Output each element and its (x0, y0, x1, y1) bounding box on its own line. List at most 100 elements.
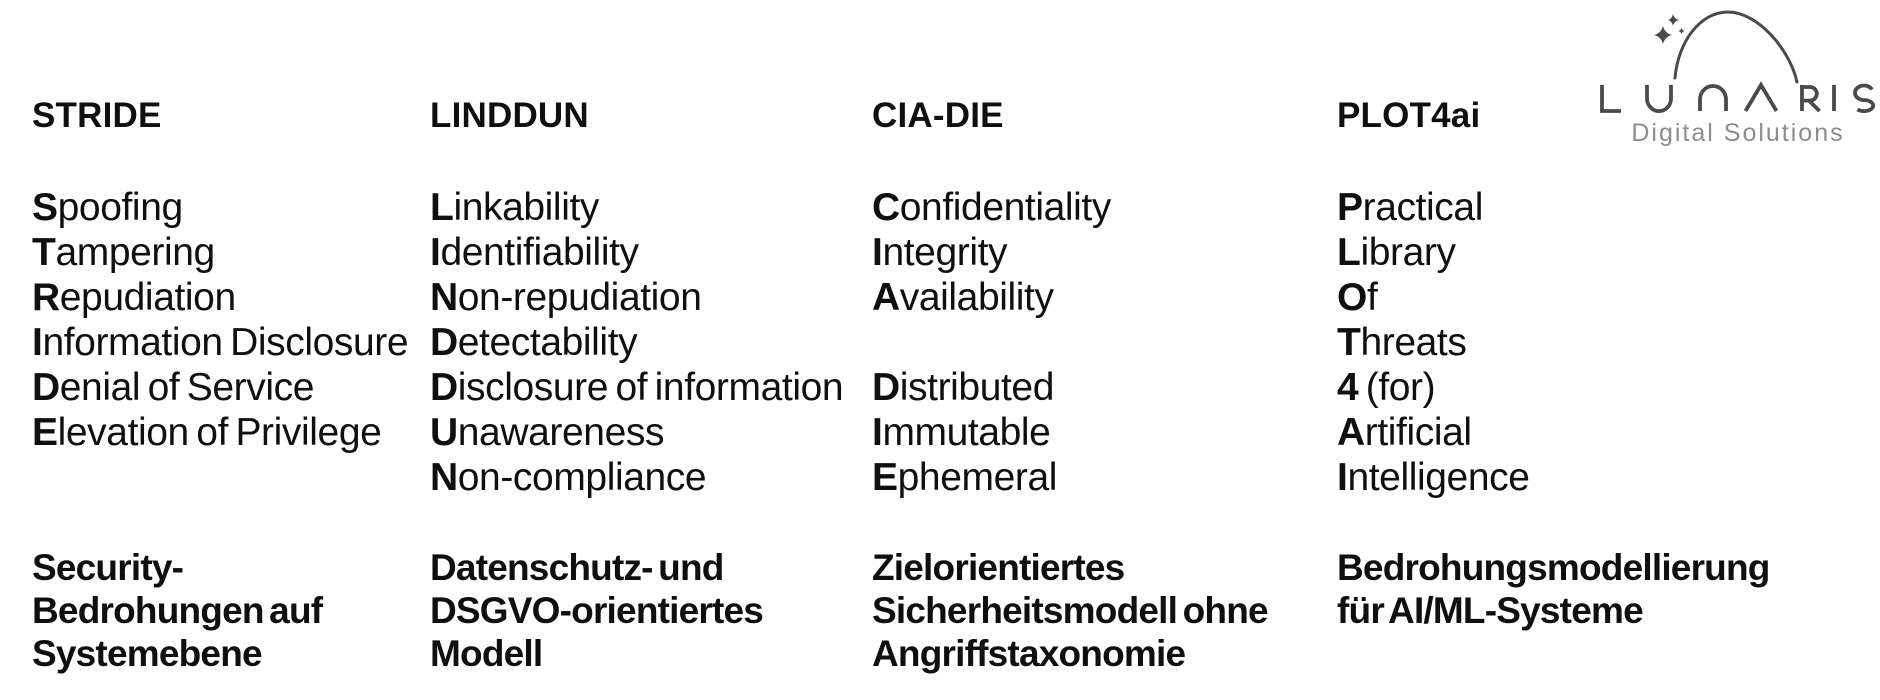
lunaris-logo-graphic (1600, 10, 1876, 113)
acronym-item: Tampering (32, 230, 408, 275)
acronym-letter: L (430, 186, 454, 229)
acronym-item: Library (1337, 230, 1530, 275)
description-line: Systemebene (32, 633, 263, 674)
acronym-letter: N (430, 456, 458, 499)
acronym-item: Non-repudiation (430, 275, 843, 320)
acronym-letter: R (32, 276, 60, 319)
acronym-letter: A (1337, 411, 1365, 454)
letter-n-arch (1698, 84, 1728, 111)
acronym-item: Linkability (430, 185, 843, 230)
column-cia-die: CIA-DIE Confidentiality Integrity Availa… (872, 0, 1332, 700)
description-line: Datenschutz- und (430, 547, 724, 588)
description-line: DSGVO-orientiertes (430, 590, 764, 631)
column-plot4ai: PLOT4ai Practical Library Of Threats 4 (… (1337, 0, 1877, 700)
sparkle-icon-tiny (1678, 27, 1685, 35)
lunaris-wordmark (1600, 81, 1876, 113)
acronym-item: Distributed (872, 365, 1111, 410)
sparkle-icon-small (1668, 14, 1679, 26)
acronym-letter: I (32, 321, 43, 364)
acronym-item: Detectability (430, 320, 843, 365)
acronym-letter: I (872, 231, 883, 274)
acronym-rest: (for) (1358, 366, 1436, 409)
logo-tagline: Digital Solutions (1631, 119, 1845, 147)
acronym-letter: I (1337, 456, 1348, 499)
acronym-item: Of (1337, 275, 1530, 320)
acronym-item: Confidentiality (872, 185, 1111, 230)
acronym-letter: O (1337, 276, 1367, 319)
description-line: Modell (430, 633, 543, 674)
acronym-item: Repudiation (32, 275, 408, 320)
letter-s (1853, 83, 1876, 113)
acronym-list: Confidentiality Integrity Availability D… (872, 185, 1111, 500)
acronym-item: 4 (for) (1337, 365, 1530, 410)
acronym-item: Disclosure of information (430, 365, 844, 410)
sparkle-icon-large (1654, 26, 1672, 44)
acronym-rest: nawareness (457, 411, 665, 454)
acronym-item: Ephemeral (872, 455, 1111, 500)
description-line: Zielorientiertes (872, 547, 1125, 588)
acronym-item: Intelligence (1337, 455, 1530, 500)
description-line: Bedrohungen auf (32, 590, 323, 631)
acronym-letter: C (872, 186, 900, 229)
framework-title: STRIDE (32, 96, 162, 135)
description-line: Security- (32, 547, 184, 588)
acronym-item: Integrity (872, 230, 1111, 275)
acronym-rest: dentifiability (440, 231, 639, 274)
acronym-rest: isclosure of information (457, 366, 844, 409)
framework-description: Security- Bedrohungen auf Systemebene (32, 546, 323, 675)
acronym-rest: nformation Disclosure (42, 321, 409, 364)
acronym-rest: phemeral (897, 456, 1058, 499)
acronym-item: Information Disclosure (32, 320, 409, 365)
acronym-item: Threats (1337, 320, 1530, 365)
description-line: Sicherheitsmodell ohne (872, 590, 1269, 631)
acronym-rest: levation of Privilege (57, 411, 382, 454)
acronym-rest: on-repudiation (457, 276, 702, 319)
acronym-item: Non-compliance (430, 455, 843, 500)
framework-description: Bedrohungsmodellierung für AI/ML-Systeme (1337, 546, 1770, 632)
acronym-letter: I (872, 411, 883, 454)
acronym-item: Denial of Service (32, 365, 408, 410)
acronym-letter: D (32, 366, 60, 409)
framework-description: Datenschutz- und DSGVO-orientiertes Mode… (430, 546, 764, 675)
acronym-item: Availability (872, 275, 1111, 320)
description-line: für AI/ML-Systeme (1337, 590, 1644, 631)
acronym-rest: ibrary (1360, 231, 1456, 274)
acronym-letter: 4 (1337, 366, 1359, 409)
framework-description: Zielorientiertes Sicherheitsmodell ohne … (872, 546, 1269, 675)
column-stride: STRIDE Spoofing Tampering Repudiation In… (32, 0, 427, 700)
acronym-letter: S (32, 186, 58, 229)
acronym-item: Practical (1337, 185, 1530, 230)
acronym-rest: onfidentiality (899, 186, 1112, 229)
acronym-letter: N (430, 276, 458, 319)
acronym-letter: D (430, 366, 458, 409)
column-linddun: LINDDUN Linkability Identifiability Non-… (430, 0, 870, 700)
acronym-item: Unawareness (430, 410, 843, 455)
description-line: Bedrohungsmodellierung (1337, 547, 1770, 588)
acronym-letter: E (872, 456, 898, 499)
acronym-letter: D (872, 366, 900, 409)
acronym-item: Spoofing (32, 185, 408, 230)
acronym-rest: on-compliance (457, 456, 707, 499)
lunaris-logo: Digital Solutions (1588, 0, 1880, 147)
row-spacer (872, 320, 1111, 365)
letter-u (1645, 85, 1673, 113)
acronym-rest: inkability (453, 186, 600, 229)
acronym-rest: enial of Service (59, 366, 315, 409)
acronym-item: Elevation of Privilege (32, 410, 408, 455)
letter-l (1600, 85, 1621, 113)
acronym-rest: rtificial (1364, 411, 1472, 454)
description-line: Angriffstaxonomie (872, 633, 1186, 674)
acronym-rest: ntelligence (1347, 456, 1530, 499)
acronym-rest: ractical (1362, 186, 1484, 229)
acronym-letter: L (1337, 231, 1361, 274)
acronym-rest: istributed (899, 366, 1055, 409)
acronym-rest: f (1366, 276, 1378, 319)
acronym-letter: T (1337, 321, 1361, 364)
acronym-list: Spoofing Tampering Repudiation Informati… (32, 185, 409, 455)
moon-arc-icon (1673, 10, 1799, 84)
framework-title: CIA-DIE (872, 96, 1004, 135)
acronym-letter: E (32, 411, 58, 454)
acronym-letter: A (872, 276, 900, 319)
acronym-rest: mmutable (882, 411, 1051, 454)
framework-title: LINDDUN (430, 96, 589, 135)
